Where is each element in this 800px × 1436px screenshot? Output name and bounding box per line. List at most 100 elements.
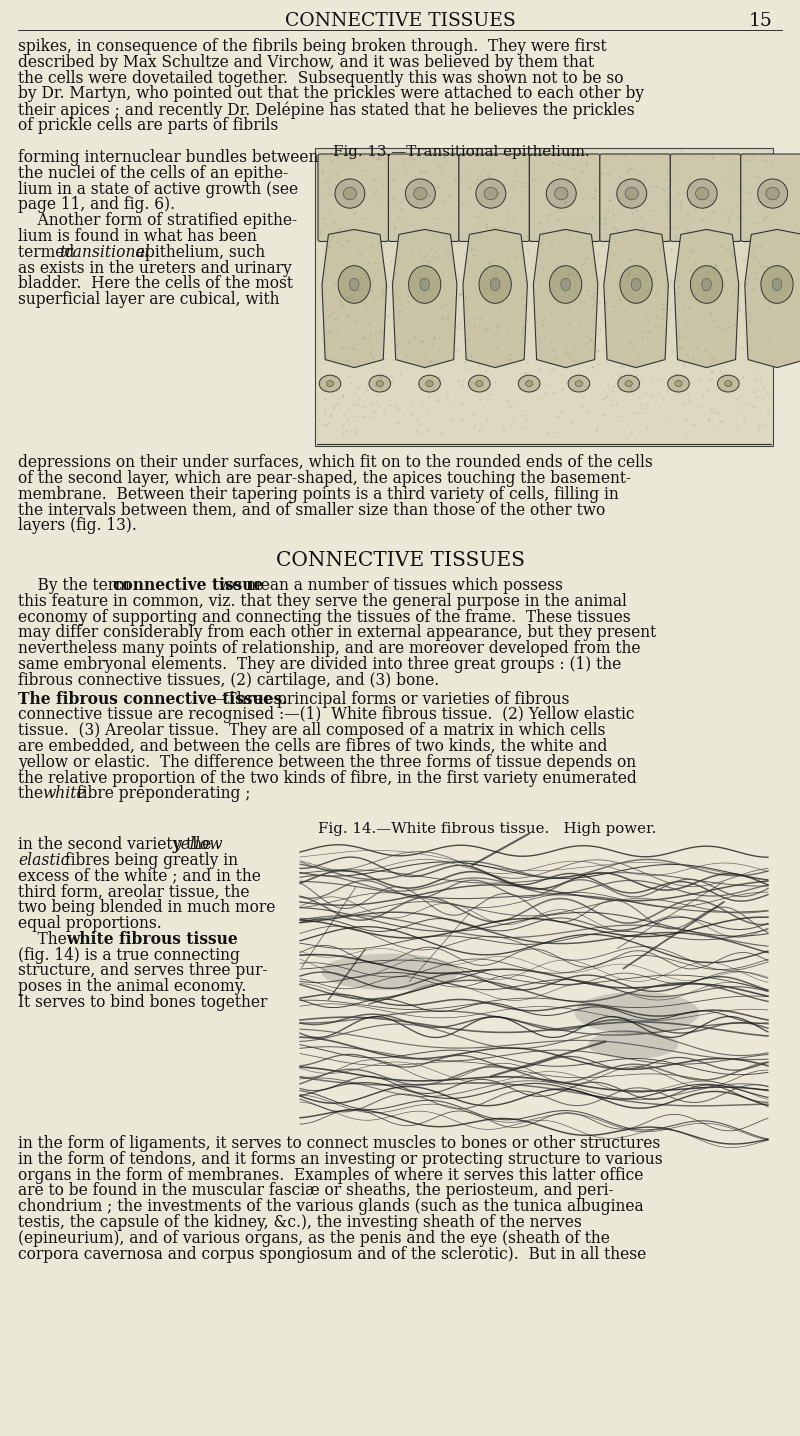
Text: fibre preponderating ;: fibre preponderating ; <box>71 785 250 803</box>
Text: termed: termed <box>18 244 79 261</box>
Ellipse shape <box>322 954 458 991</box>
Text: spikes, in consequence of the fibrils being broken through.  They were first: spikes, in consequence of the fibrils be… <box>18 37 606 55</box>
FancyBboxPatch shape <box>530 154 600 241</box>
Text: CONNECTIVE TISSUES: CONNECTIVE TISSUES <box>285 11 515 30</box>
Ellipse shape <box>526 381 533 386</box>
Text: may differ considerably from each other in external appearance, but they present: may differ considerably from each other … <box>18 625 656 642</box>
Ellipse shape <box>725 381 732 386</box>
Ellipse shape <box>326 381 334 386</box>
Text: in the form of tendons, and it forms an investing or protecting structure to var: in the form of tendons, and it forms an … <box>18 1150 662 1167</box>
Text: third form, areolar tissue, the: third form, areolar tissue, the <box>18 883 250 900</box>
Ellipse shape <box>350 279 359 290</box>
Text: lium is found in what has been: lium is found in what has been <box>18 228 257 246</box>
Text: (fig. 14) is a true connecting: (fig. 14) is a true connecting <box>18 946 240 964</box>
Ellipse shape <box>479 266 511 303</box>
Ellipse shape <box>687 180 717 208</box>
Text: lium in a state of active growth (see: lium in a state of active growth (see <box>18 181 298 198</box>
Ellipse shape <box>338 266 370 303</box>
Polygon shape <box>604 230 668 368</box>
FancyBboxPatch shape <box>459 154 530 241</box>
Ellipse shape <box>588 1031 678 1058</box>
Text: we mean a number of tissues which possess: we mean a number of tissues which posses… <box>214 577 563 595</box>
Ellipse shape <box>420 279 430 290</box>
Text: structure, and serves three pur-: structure, and serves three pur- <box>18 962 268 979</box>
Ellipse shape <box>690 266 722 303</box>
Ellipse shape <box>695 187 709 200</box>
Text: described by Max Schultze and Virchow, and it was believed by them that: described by Max Schultze and Virchow, a… <box>18 53 594 70</box>
Text: by Dr. Martyn, who pointed out that the prickles were attached to each other by: by Dr. Martyn, who pointed out that the … <box>18 85 644 102</box>
Text: are to be found in the muscular fasciæ or sheaths, the periosteum, and peri-: are to be found in the muscular fasciæ o… <box>18 1182 614 1199</box>
Ellipse shape <box>490 279 500 290</box>
Ellipse shape <box>369 375 390 392</box>
Ellipse shape <box>718 375 739 392</box>
Text: equal proportions.: equal proportions. <box>18 915 162 932</box>
Bar <box>315 148 773 447</box>
Text: Fig. 14.—White fibrous tissue.   High power.: Fig. 14.—White fibrous tissue. High powe… <box>318 821 656 836</box>
Text: poses in the animal economy.: poses in the animal economy. <box>18 978 246 995</box>
Polygon shape <box>322 230 386 368</box>
FancyBboxPatch shape <box>670 154 741 241</box>
Text: testis, the capsule of the kidney, &c.), the investing sheath of the nerves: testis, the capsule of the kidney, &c.),… <box>18 1213 582 1231</box>
Ellipse shape <box>772 279 782 290</box>
Text: yellow: yellow <box>173 836 223 853</box>
Text: (epineurium), and of various organs, as the penis and the eye (sheath of the: (epineurium), and of various organs, as … <box>18 1229 610 1246</box>
Text: epithelium, such: epithelium, such <box>131 244 265 261</box>
Text: tissue.  (3) Areolar tissue.  They are all composed of a matrix in which cells: tissue. (3) Areolar tissue. They are all… <box>18 722 606 740</box>
Text: two being blended in much more: two being blended in much more <box>18 899 275 916</box>
Text: excess of the white ; and in the: excess of the white ; and in the <box>18 867 261 885</box>
Bar <box>300 840 768 1124</box>
Ellipse shape <box>617 180 646 208</box>
Text: organs in the form of membranes.  Examples of where it serves this latter office: organs in the form of membranes. Example… <box>18 1166 643 1183</box>
Text: as exists in the ureters and urinary: as exists in the ureters and urinary <box>18 260 292 277</box>
Text: white fibrous tissue: white fibrous tissue <box>66 931 238 948</box>
Ellipse shape <box>426 381 433 386</box>
FancyBboxPatch shape <box>318 154 389 241</box>
Ellipse shape <box>766 187 779 200</box>
Text: the relative proportion of the two kinds of fibre, in the first variety enumerat: the relative proportion of the two kinds… <box>18 770 637 787</box>
Text: the cells were dovetailed together.  Subsequently this was shown not to be so: the cells were dovetailed together. Subs… <box>18 69 623 86</box>
Text: are embedded, and between the cells are fibres of two kinds, the white and: are embedded, and between the cells are … <box>18 738 607 755</box>
Text: page 11, and fig. 6).: page 11, and fig. 6). <box>18 197 175 214</box>
Text: CONNECTIVE TISSUES: CONNECTIVE TISSUES <box>275 551 525 570</box>
Polygon shape <box>463 230 527 368</box>
Ellipse shape <box>335 180 365 208</box>
Text: in the form of ligaments, it serves to connect muscles to bones or other structu: in the form of ligaments, it serves to c… <box>18 1134 660 1152</box>
Polygon shape <box>534 230 598 368</box>
Text: chondrium ; the investments of the various glands (such as the tunica albuginea: chondrium ; the investments of the vario… <box>18 1198 644 1215</box>
Text: same embryonal elements.  They are divided into three great groups : (1) the: same embryonal elements. They are divide… <box>18 656 622 673</box>
Ellipse shape <box>758 180 788 208</box>
Ellipse shape <box>625 187 638 200</box>
Text: of the second layer, which are pear-shaped, the apices touching the basement-: of the second layer, which are pear-shap… <box>18 470 631 487</box>
Text: Another form of stratified epithe-: Another form of stratified epithe- <box>18 213 297 230</box>
Ellipse shape <box>484 187 498 200</box>
Text: connective tissue: connective tissue <box>114 577 263 595</box>
Ellipse shape <box>702 279 711 290</box>
Ellipse shape <box>561 279 570 290</box>
Text: the intervals between them, and of smaller size than those of the other two: the intervals between them, and of small… <box>18 501 606 518</box>
Text: The: The <box>18 931 72 948</box>
Ellipse shape <box>518 375 540 392</box>
Text: membrane.  Between their tapering points is a third variety of cells, filling in: membrane. Between their tapering points … <box>18 485 618 503</box>
Ellipse shape <box>406 180 435 208</box>
Ellipse shape <box>575 992 699 1034</box>
Text: corpora cavernosa and corpus spongiosum and of the sclerotic).  But in all these: corpora cavernosa and corpus spongiosum … <box>18 1245 646 1262</box>
Ellipse shape <box>409 266 441 303</box>
Text: connective tissue are recognised :—(1)  White fibrous tissue.  (2) Yellow elasti: connective tissue are recognised :—(1) W… <box>18 707 634 724</box>
Ellipse shape <box>343 187 357 200</box>
Ellipse shape <box>575 381 582 386</box>
Text: It serves to bind bones together: It serves to bind bones together <box>18 994 267 1011</box>
Ellipse shape <box>546 180 576 208</box>
Text: of prickle cells are parts of fibrils: of prickle cells are parts of fibrils <box>18 116 278 134</box>
Text: transitional: transitional <box>60 244 150 261</box>
Ellipse shape <box>376 381 383 386</box>
Polygon shape <box>393 230 457 368</box>
Text: bladder.  Here the cells of the most: bladder. Here the cells of the most <box>18 276 293 293</box>
Ellipse shape <box>675 381 682 386</box>
Text: depressions on their under surfaces, which fit on to the rounded ends of the cel: depressions on their under surfaces, whi… <box>18 454 653 471</box>
Text: superficial layer are cubical, with: superficial layer are cubical, with <box>18 292 279 309</box>
Text: in the second variety the: in the second variety the <box>18 836 216 853</box>
Polygon shape <box>745 230 800 368</box>
Ellipse shape <box>620 266 652 303</box>
Text: elastic: elastic <box>18 852 70 869</box>
Ellipse shape <box>625 381 632 386</box>
